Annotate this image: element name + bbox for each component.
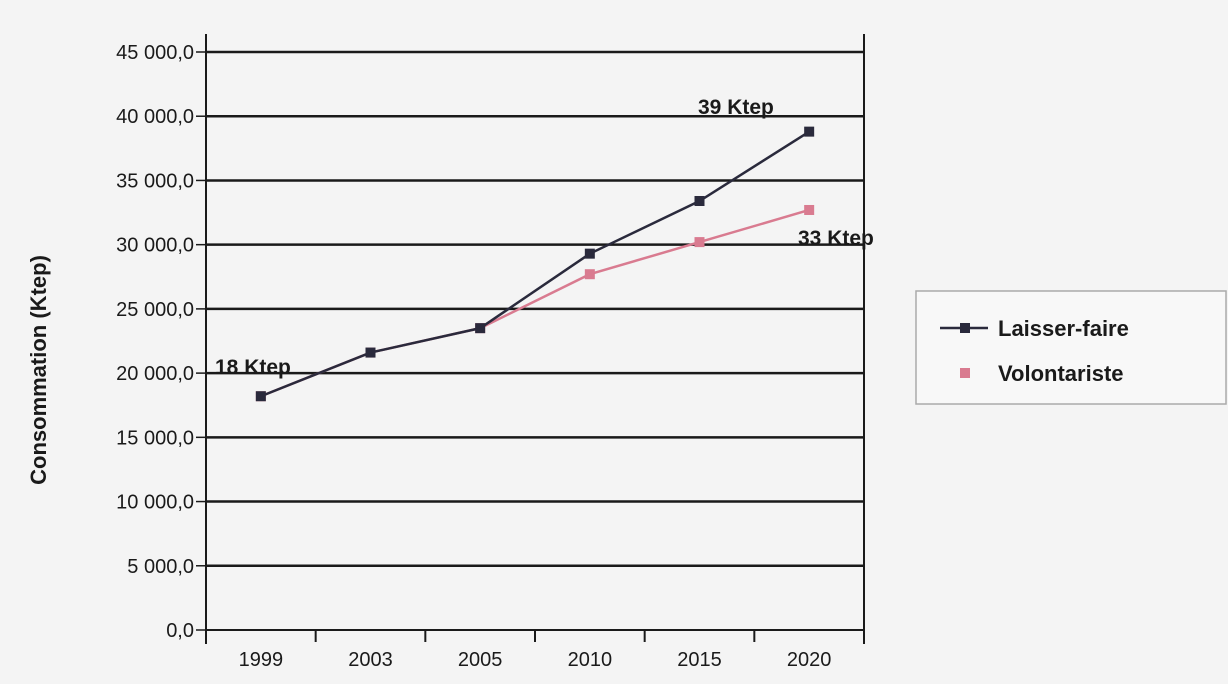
x-tick-label: 2003 xyxy=(348,649,393,671)
y-axis-label: Consommation (Ktep) xyxy=(26,255,51,485)
legend: Laisser-faire Volontariste xyxy=(915,290,1227,405)
x-tick-label: 2020 xyxy=(787,649,832,671)
x-tick-label: 2015 xyxy=(677,649,722,671)
x-tick-labels: 1999 2003 2005 2010 2015 2020 xyxy=(239,649,832,671)
annotation-label: 33 Ktep xyxy=(798,227,874,250)
y-tick-label: 15 000,0 xyxy=(116,427,194,449)
annotations: 18 Ktep 39 Ktep 33 Ktep xyxy=(215,96,874,379)
legend-box xyxy=(915,290,1227,405)
y-tick-label: 40 000,0 xyxy=(116,106,194,128)
y-tick-label: 0,0 xyxy=(166,620,194,642)
legend-marker-laisser-faire xyxy=(960,323,970,333)
data-point-laisser-faire xyxy=(365,347,376,358)
data-point-laisser-faire xyxy=(584,248,595,259)
y-tick-label: 45 000,0 xyxy=(116,42,194,64)
y-tick-labels: 0,0 5 000,0 10 000,0 15 000,0 20 000,0 25 000… xyxy=(116,42,194,642)
y-tick-label: 20 000,0 xyxy=(116,363,194,385)
data-point-laisser-faire xyxy=(255,391,266,402)
annotation-label: 18 Ktep xyxy=(215,356,291,379)
legend-label-laisser-faire: Laisser-faire xyxy=(998,316,1129,341)
data-point-volontariste xyxy=(694,237,705,248)
y-tick-label: 30 000,0 xyxy=(116,235,194,257)
x-tick-label: 1999 xyxy=(239,649,284,671)
x-tick-label: 2010 xyxy=(568,649,613,671)
data-point-laisser-faire xyxy=(804,126,815,137)
series-group xyxy=(255,126,815,402)
axes xyxy=(205,34,865,644)
series-line-laisser-faire xyxy=(260,130,810,398)
data-point-volontariste xyxy=(584,269,595,280)
y-tick-label: 10 000,0 xyxy=(116,492,194,514)
y-tick-label: 5 000,0 xyxy=(127,556,194,578)
x-tick-label: 2005 xyxy=(458,649,503,671)
y-tick-label: 25 000,0 xyxy=(116,299,194,321)
y-tick-label: 35 000,0 xyxy=(116,170,194,192)
data-point-laisser-faire xyxy=(475,323,486,334)
data-point-laisser-faire xyxy=(694,195,705,206)
data-point-volontariste xyxy=(804,204,815,215)
annotation-label: 39 Ktep xyxy=(698,96,774,119)
legend-marker-volontariste xyxy=(960,368,970,378)
legend-label-volontariste: Volontariste xyxy=(998,361,1124,386)
